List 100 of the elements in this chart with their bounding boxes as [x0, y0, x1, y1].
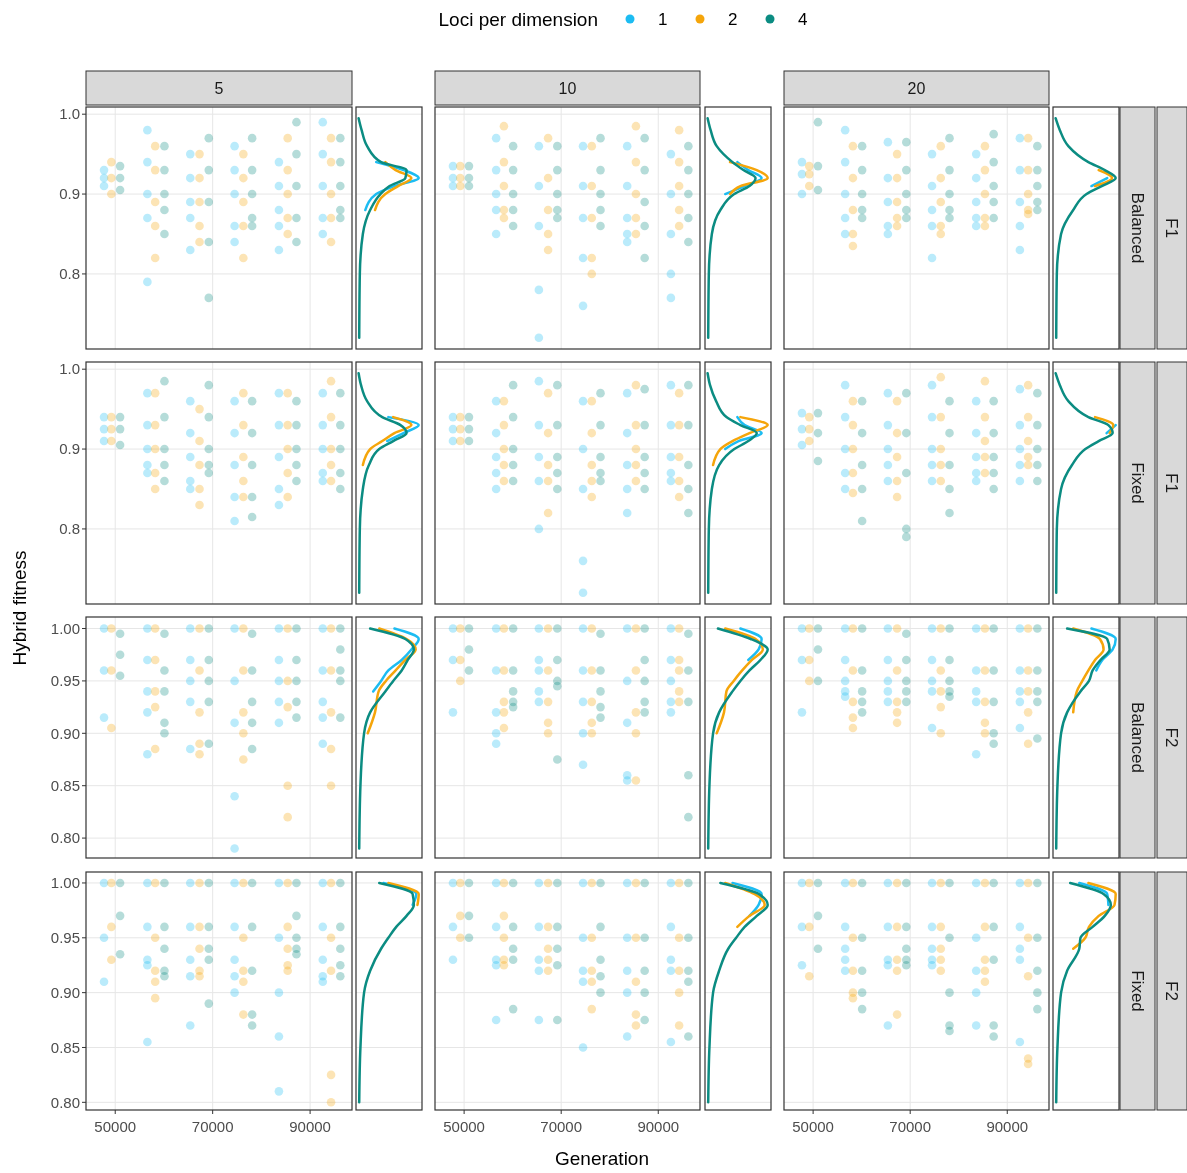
point: [336, 181, 345, 191]
point: [150, 624, 160, 633]
point: [318, 229, 328, 239]
point: [622, 181, 632, 191]
point: [185, 878, 195, 888]
point: [534, 624, 544, 633]
point: [927, 460, 937, 470]
point: [892, 452, 902, 462]
point: [150, 444, 160, 454]
point: [797, 624, 807, 633]
point: [292, 697, 301, 707]
y-tick-label: 0.85: [50, 776, 80, 794]
point: [804, 412, 814, 422]
point: [840, 412, 850, 422]
point: [204, 944, 214, 954]
point: [150, 468, 160, 478]
point: [204, 412, 214, 422]
point: [813, 428, 823, 438]
point: [989, 428, 998, 438]
point: [336, 213, 345, 223]
point: [840, 380, 850, 390]
point: [185, 476, 195, 486]
y-tick-label: 0.9: [59, 440, 80, 458]
point: [813, 408, 823, 418]
point: [204, 444, 214, 454]
point: [499, 624, 509, 633]
point: [508, 624, 518, 633]
point: [883, 687, 893, 696]
point: [857, 141, 867, 151]
point: [927, 687, 937, 696]
point: [239, 452, 248, 462]
point: [622, 776, 632, 785]
point: [247, 213, 257, 223]
point: [292, 713, 301, 722]
point: [499, 878, 509, 888]
point: [848, 723, 858, 733]
point: [980, 878, 990, 888]
point: [534, 420, 544, 430]
point: [622, 237, 632, 247]
point: [230, 676, 239, 686]
point: [143, 157, 152, 167]
point: [185, 428, 195, 438]
point: [195, 436, 204, 446]
point: [1033, 966, 1042, 976]
point: [971, 666, 981, 675]
point: [848, 878, 858, 888]
point: [326, 157, 336, 167]
point: [99, 181, 109, 191]
point: [902, 629, 911, 639]
point: [204, 922, 214, 932]
point: [230, 237, 239, 247]
point: [150, 993, 160, 1003]
point: [247, 922, 257, 932]
point: [499, 933, 509, 943]
point: [230, 492, 239, 502]
point: [848, 241, 858, 251]
point: [204, 165, 214, 175]
point: [596, 420, 605, 430]
y-tick-label: 0.8: [59, 520, 80, 538]
point: [622, 484, 632, 494]
point: [160, 971, 169, 981]
point: [971, 687, 981, 696]
point: [631, 229, 641, 239]
point: [283, 944, 292, 954]
point: [534, 181, 544, 191]
point: [1033, 197, 1042, 207]
point: [684, 213, 693, 223]
point: [578, 444, 588, 454]
y-tick-label: 1.0: [59, 105, 80, 123]
point: [185, 624, 195, 633]
point: [318, 666, 328, 675]
point: [587, 253, 597, 263]
point: [543, 697, 553, 707]
point: [160, 376, 169, 386]
point: [892, 878, 902, 888]
y-tick-label: 1.00: [50, 619, 80, 637]
point: [204, 468, 214, 478]
text: Fixed: [1127, 970, 1147, 1012]
point: [587, 460, 597, 470]
point: [247, 492, 257, 502]
point: [666, 380, 676, 390]
point: [927, 380, 937, 390]
point: [857, 205, 867, 215]
point: [274, 1032, 284, 1041]
point: [857, 666, 867, 675]
point: [283, 966, 292, 976]
point: [336, 666, 345, 675]
point: [499, 708, 509, 717]
point: [883, 420, 893, 430]
legend-label: 2: [728, 9, 738, 29]
point: [204, 380, 214, 390]
point: [840, 157, 850, 167]
point: [631, 1021, 641, 1030]
point: [578, 141, 588, 151]
point: [578, 1043, 588, 1052]
point: [1015, 460, 1025, 470]
point: [883, 655, 893, 665]
point: [857, 428, 867, 438]
point: [989, 181, 998, 191]
point: [927, 944, 937, 954]
